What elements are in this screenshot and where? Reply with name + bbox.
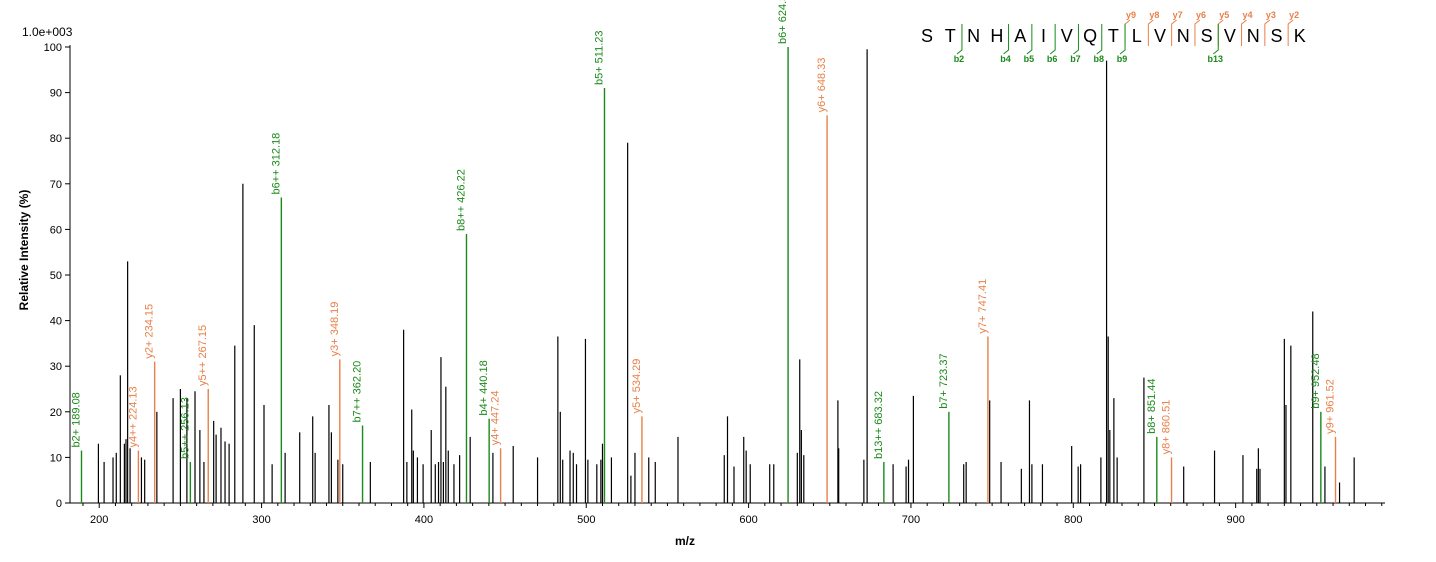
b-ion-mark: b9 xyxy=(1117,54,1128,64)
sequence-residue: A xyxy=(1014,26,1026,46)
sequence-residue: H xyxy=(990,26,1003,46)
x-tick-label: 500 xyxy=(577,514,595,526)
peak-label: y2+ 234.15 xyxy=(144,304,156,359)
peak-label: y5++ 267.15 xyxy=(197,325,209,386)
sequence-residue: S xyxy=(1201,26,1213,46)
b-ion-bracket xyxy=(956,24,963,55)
b-ion-bracket xyxy=(1003,24,1010,55)
b-ion-bracket xyxy=(1096,24,1103,55)
y-ion-bracket xyxy=(1287,19,1294,46)
peak-label: b8+ 851.44 xyxy=(1146,379,1158,434)
peak-label: b6++ 312.18 xyxy=(270,133,282,195)
b-ion-mark: b4 xyxy=(1000,54,1011,64)
y-tick-label: 0 xyxy=(56,498,62,510)
peak-label: b6+ 624.31 xyxy=(777,0,789,44)
y-ion-mark: y3 xyxy=(1266,10,1276,20)
y-tick-label: 20 xyxy=(50,407,62,419)
x-tick-label: 800 xyxy=(1064,514,1082,526)
x-tick-label: 400 xyxy=(415,514,433,526)
sequence-residue: V xyxy=(1154,26,1166,46)
y-ion-mark: y5 xyxy=(1219,10,1229,20)
y-tick-label: 60 xyxy=(50,224,62,236)
sequence-residue: T xyxy=(1108,26,1119,46)
peak-label: b8++ 426.22 xyxy=(455,169,467,231)
b-ion-bracket xyxy=(1119,24,1126,55)
sequence-residue: L xyxy=(1132,26,1142,46)
sequence-residue: N xyxy=(967,26,980,46)
y-tick-label: 40 xyxy=(50,316,62,328)
axes: 0 10 20 30 40 50 60 70 80 90 100 200 300 400 500 600 700… xyxy=(44,42,1385,526)
y-ion-bracket xyxy=(1147,19,1154,46)
y-tick-label: 70 xyxy=(50,179,62,191)
y-ion-mark: y9 xyxy=(1126,10,1136,20)
x-tick-label: 600 xyxy=(739,514,757,526)
y-ion-bracket xyxy=(1217,19,1224,46)
sequence-residue: K xyxy=(1294,26,1306,46)
peak-label: y5+ 534.29 xyxy=(631,359,643,414)
y-tick-label: 90 xyxy=(50,88,62,100)
peak-label: y9+ 961.52 xyxy=(1325,379,1337,434)
x-tick-label: 900 xyxy=(1226,514,1244,526)
y-ion-bracket xyxy=(1171,19,1177,46)
peak-label: y6+ 648.33 xyxy=(816,58,828,113)
sequence-residue: T xyxy=(945,26,956,46)
peak-label: y3+ 348.19 xyxy=(329,302,341,357)
y-ion-mark: y8 xyxy=(1149,10,1159,20)
sequence-residue: V xyxy=(1061,26,1073,46)
y-ion-bracket xyxy=(1194,19,1201,46)
b-ion-bracket xyxy=(1212,24,1219,55)
peak-labels: b2+ 189.08 y4++ 224.13 y2+ 234.15 b5++ 256.… xyxy=(70,0,1336,459)
y-ion-bracket xyxy=(1264,19,1271,46)
y-ion-mark: y6 xyxy=(1196,10,1206,20)
sequence-residue: N xyxy=(1247,26,1260,46)
b-ion-mark: b7 xyxy=(1070,54,1081,64)
x-tick-label: 300 xyxy=(252,514,270,526)
peak-label: b7++ 362.20 xyxy=(352,361,364,423)
sequence-residue: Q xyxy=(1083,26,1097,46)
x-tick-label: 200 xyxy=(90,514,108,526)
b-ion-bracket xyxy=(1026,24,1033,55)
b-ion-mark: b13 xyxy=(1207,54,1223,64)
y-ion-mark: y7 xyxy=(1173,10,1183,20)
y-ion-mark: y2 xyxy=(1289,10,1299,20)
peak-label: b5+ 511.23 xyxy=(593,30,605,85)
x-tick-label: 700 xyxy=(902,514,920,526)
peak-label: b9+ 952.48 xyxy=(1310,353,1322,408)
y-tick-label: 50 xyxy=(50,270,62,282)
y-tick-label: 80 xyxy=(50,133,62,145)
peak-label: b5++ 256.13 xyxy=(179,397,191,459)
peak-label: b2+ 189.08 xyxy=(70,392,82,447)
b-ion-mark: b8 xyxy=(1093,54,1104,64)
sequence-residue: I xyxy=(1041,26,1046,46)
b-ion-mark: b5 xyxy=(1024,54,1035,64)
peaks xyxy=(80,47,1355,503)
sequence-residue: V xyxy=(1224,26,1236,46)
sequence-residue: S xyxy=(921,26,933,46)
b-ion-bracket xyxy=(1073,24,1079,55)
sequence-residue: N xyxy=(1177,26,1190,46)
y-ion-bracket xyxy=(1124,19,1131,46)
scale-label: 1.0e+003 xyxy=(22,25,73,39)
y-tick-label: 10 xyxy=(50,452,62,464)
peak-label: y7+ 747.41 xyxy=(977,279,989,334)
y-tick-label: 30 xyxy=(50,361,62,373)
peak-label: y4++ 224.13 xyxy=(127,386,139,447)
b-ion-mark: b2 xyxy=(954,54,965,64)
peak-label: y8+ 860.51 xyxy=(1161,400,1173,455)
peak-label: b7+ 723.37 xyxy=(938,353,950,408)
peak-label: b13++ 683.32 xyxy=(873,391,885,459)
x-axis-title: m/z xyxy=(675,534,695,548)
peak-label: b4+ 440.18 xyxy=(478,360,490,415)
y-axis-title: Relative Intensity (%) xyxy=(17,190,31,311)
y-tick-label: 100 xyxy=(44,42,62,54)
y-ion-bracket xyxy=(1241,19,1247,46)
y-ion-mark: y4 xyxy=(1243,10,1253,20)
sequence-residue: S xyxy=(1270,26,1282,46)
peak-label: y4+ 447.24 xyxy=(490,391,502,446)
b-ion-mark: b6 xyxy=(1047,54,1058,64)
b-ion-bracket xyxy=(1049,24,1056,55)
